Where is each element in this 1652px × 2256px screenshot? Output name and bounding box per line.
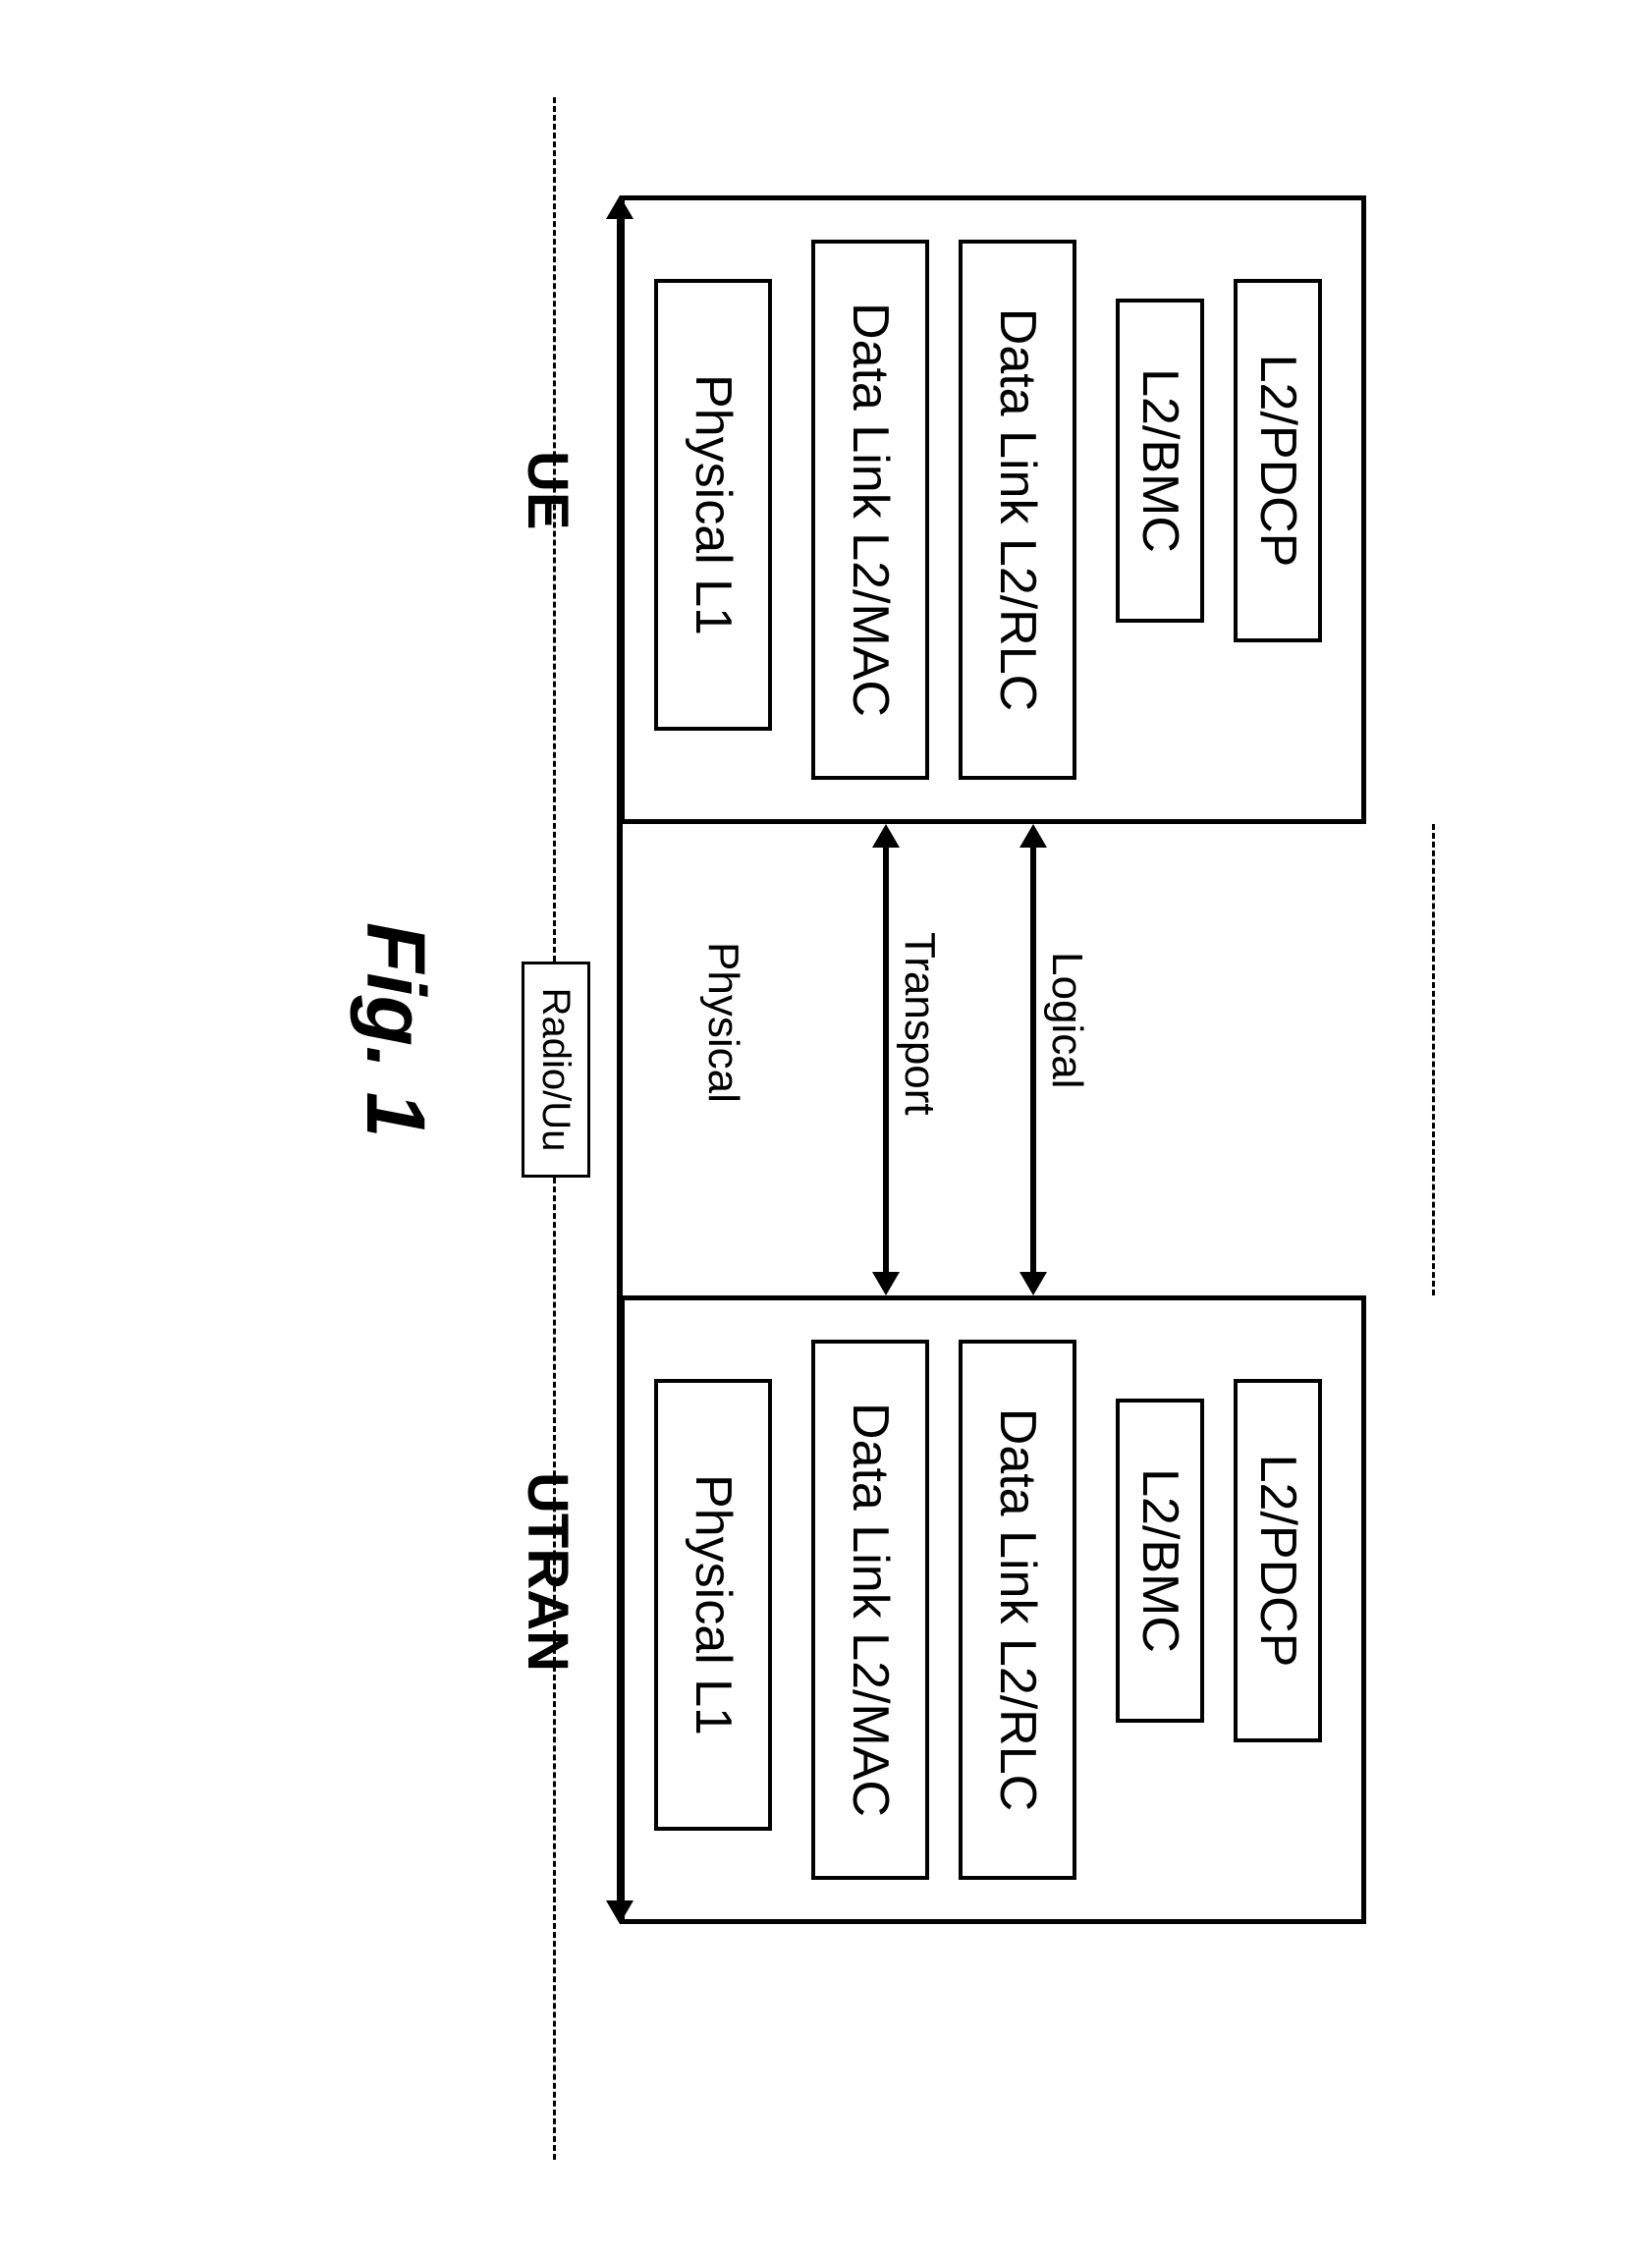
arrow-physical: [617, 215, 623, 1904]
ue-layer-pdcp: L2/PDCP: [1234, 279, 1322, 642]
dashed-line-bottom-left: [553, 97, 556, 962]
arrow-physical-head-right: [606, 1900, 633, 1924]
ue-layer-rlc: Data Link L2/RLC: [959, 240, 1076, 780]
utran-stack: L2/PDCP L2/BMC Data Link L2/RLC Data Lin…: [620, 1295, 1366, 1924]
arrow-transport-head-right: [872, 1272, 900, 1295]
label-logical: Logical: [1042, 952, 1091, 1088]
ue-stack: L2/PDCP L2/BMC Data Link L2/RLC Data Lin…: [620, 195, 1366, 824]
diagram-wrapper: L2/PDCP L2/BMC Data Link L2/RLC Data Lin…: [89, 97, 1563, 2160]
arrow-transport-head-left: [872, 824, 900, 848]
arrow-logical: [1030, 844, 1036, 1276]
utran-layer-pdcp: L2/PDCP: [1234, 1379, 1322, 1742]
dashed-line-bottom-right: [553, 1178, 556, 2160]
label-transport: Transport: [895, 932, 944, 1116]
ue-layer-bmc: L2/BMC: [1116, 299, 1204, 623]
figure-label: Fig. 1: [348, 922, 443, 1137]
dashed-line-top: [1432, 824, 1435, 1295]
label-physical: Physical: [698, 942, 747, 1103]
label-utran: UTRAN: [515, 1472, 580, 1672]
utran-layer-mac: Data Link L2/MAC: [811, 1340, 929, 1880]
arrow-transport: [883, 844, 889, 1276]
utran-layer-bmc: L2/BMC: [1116, 1399, 1204, 1723]
utran-layer-rlc: Data Link L2/RLC: [959, 1340, 1076, 1880]
ue-layer-mac: Data Link L2/MAC: [811, 240, 929, 780]
label-ue: UE: [515, 451, 580, 530]
ue-layer-phy: Physical L1: [654, 279, 772, 731]
arrow-physical-head-left: [606, 195, 633, 219]
arrow-logical-head-right: [1019, 1272, 1047, 1295]
radio-uu-box: Radio/Uu: [522, 962, 590, 1178]
utran-layer-phy: Physical L1: [654, 1379, 772, 1831]
arrow-logical-head-left: [1019, 824, 1047, 848]
